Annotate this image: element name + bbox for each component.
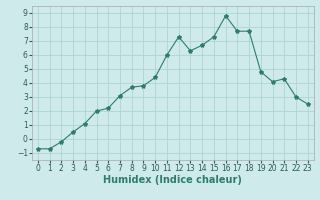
X-axis label: Humidex (Indice chaleur): Humidex (Indice chaleur)	[103, 175, 242, 185]
